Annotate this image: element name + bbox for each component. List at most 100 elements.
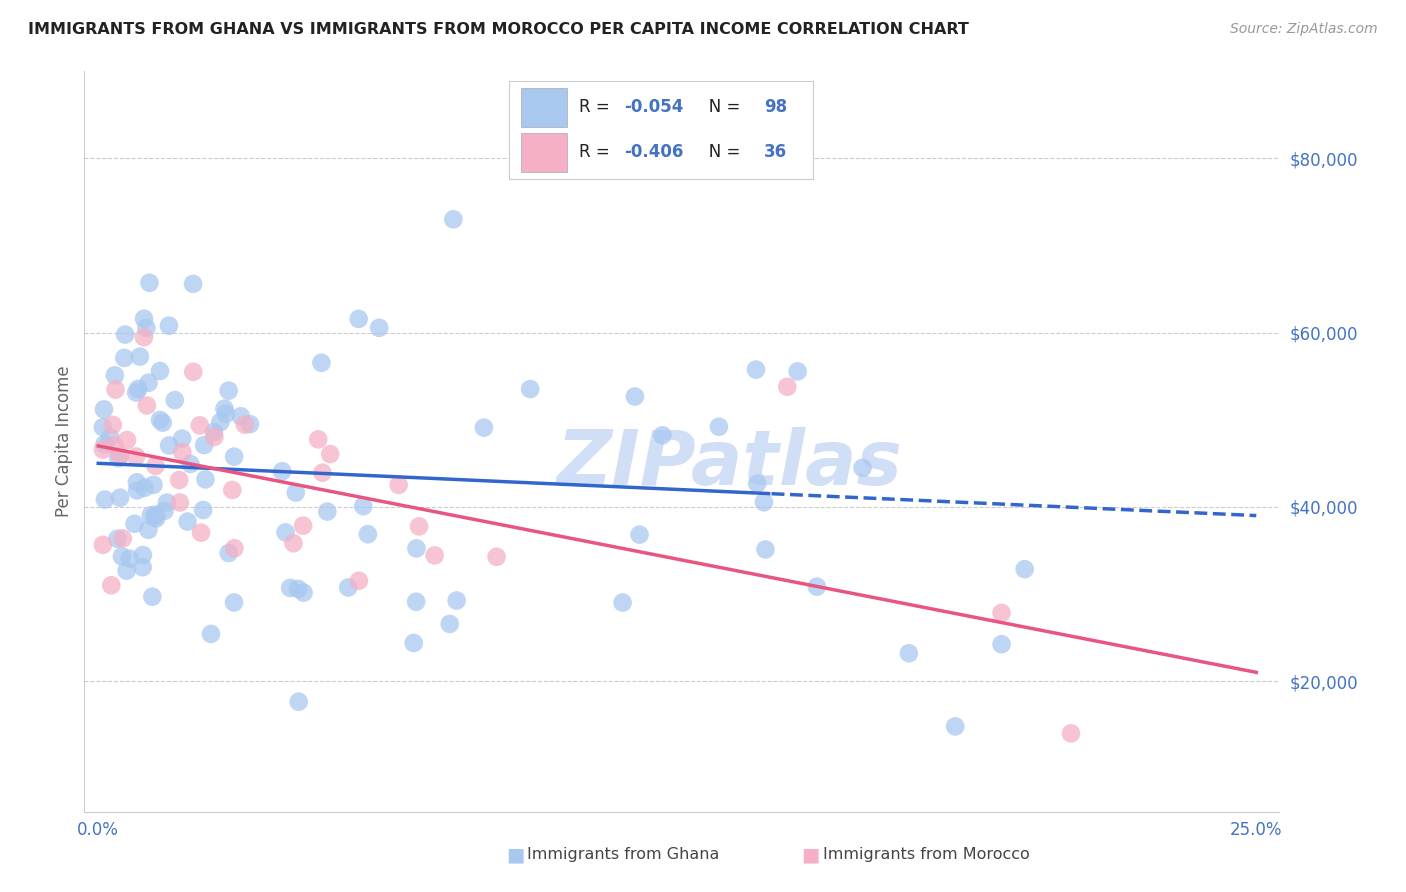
Point — [104, 368, 127, 383]
Point — [132, 548, 155, 562]
Point — [118, 551, 141, 566]
Point — [752, 495, 775, 509]
Point — [131, 560, 153, 574]
Text: ■: ■ — [506, 845, 524, 864]
Point — [91, 442, 114, 457]
Point — [319, 447, 342, 461]
Point — [172, 445, 194, 459]
Point — [283, 536, 305, 550]
Text: Source: ZipAtlas.com: Source: ZipAtlas.com — [1230, 22, 1378, 37]
Point — [145, 458, 167, 473]
Point — [402, 636, 425, 650]
Point — [176, 515, 198, 529]
Point — [138, 523, 160, 537]
Point — [612, 595, 634, 609]
Point — [423, 549, 446, 563]
Point — [157, 318, 180, 333]
Point — [101, 417, 124, 432]
Point — [485, 549, 508, 564]
Point — [224, 541, 246, 556]
Point — [347, 312, 370, 326]
Point — [405, 541, 427, 556]
Point — [707, 419, 730, 434]
Point — [141, 590, 163, 604]
Point — [943, 719, 966, 733]
Point — [191, 503, 214, 517]
Point — [218, 384, 240, 398]
Point — [408, 519, 430, 533]
Point — [287, 695, 309, 709]
Point — [115, 564, 138, 578]
Point — [114, 327, 136, 342]
Point — [745, 362, 768, 376]
Text: N =: N = — [693, 98, 745, 116]
Point — [91, 538, 114, 552]
Point — [224, 450, 246, 464]
Point — [152, 416, 174, 430]
Point — [153, 504, 176, 518]
Point — [624, 389, 647, 403]
Point — [1060, 726, 1083, 740]
Point — [132, 330, 155, 344]
Text: R =: R = — [579, 98, 616, 116]
Point — [229, 409, 252, 424]
Text: -0.054: -0.054 — [624, 98, 683, 116]
Point — [851, 461, 873, 475]
Point — [194, 472, 217, 486]
Point — [472, 420, 495, 434]
Point — [104, 383, 127, 397]
Point — [111, 532, 134, 546]
Point — [94, 492, 117, 507]
FancyBboxPatch shape — [520, 133, 567, 171]
Point — [163, 393, 186, 408]
Point — [368, 320, 391, 334]
Point — [311, 466, 333, 480]
Point — [111, 549, 134, 564]
Point — [776, 380, 799, 394]
Text: Immigrants from Morocco: Immigrants from Morocco — [823, 847, 1029, 862]
Point — [274, 525, 297, 540]
Point — [190, 525, 212, 540]
Point — [347, 574, 370, 588]
Point — [179, 457, 201, 471]
Point — [221, 483, 243, 497]
Point — [193, 438, 215, 452]
Point — [222, 595, 245, 609]
Point — [107, 451, 129, 466]
Point — [278, 581, 301, 595]
Point — [93, 402, 115, 417]
Point — [108, 449, 131, 463]
Point — [897, 646, 920, 660]
Point — [287, 582, 309, 596]
Point — [98, 430, 121, 444]
Text: ZIPatlas: ZIPatlas — [557, 426, 903, 500]
Point — [786, 364, 808, 378]
Point — [128, 350, 150, 364]
Point — [103, 438, 125, 452]
Point — [233, 417, 256, 432]
Point — [157, 438, 180, 452]
Point — [135, 321, 157, 335]
Point — [100, 578, 122, 592]
Point — [209, 415, 232, 429]
Point — [115, 433, 138, 447]
Point — [138, 376, 160, 390]
Point — [181, 365, 204, 379]
Point — [132, 311, 155, 326]
Point — [215, 407, 238, 421]
Point — [127, 382, 149, 396]
Point — [214, 401, 236, 416]
Point — [135, 399, 157, 413]
Point — [239, 417, 262, 432]
Point — [405, 595, 427, 609]
Point — [139, 508, 162, 523]
Point — [337, 581, 360, 595]
Text: R =: R = — [579, 144, 616, 161]
Point — [352, 499, 374, 513]
Point — [112, 351, 135, 365]
Point — [990, 637, 1012, 651]
Point — [202, 425, 225, 439]
Point — [307, 433, 329, 447]
Point — [108, 491, 131, 505]
FancyBboxPatch shape — [520, 88, 567, 127]
